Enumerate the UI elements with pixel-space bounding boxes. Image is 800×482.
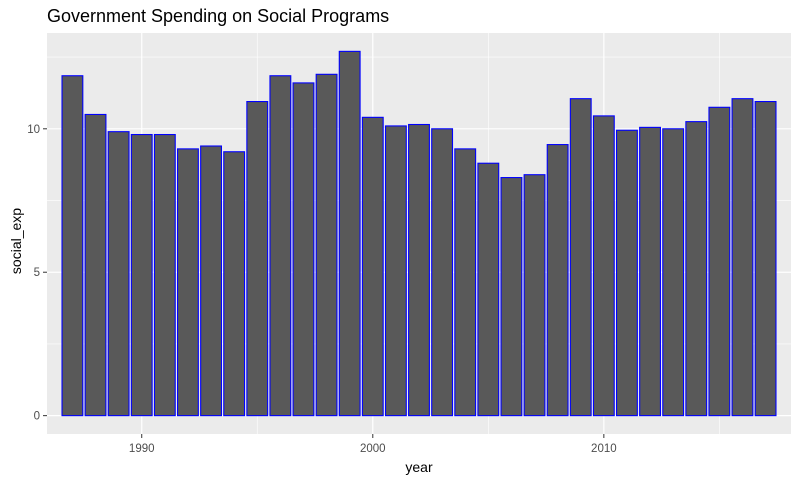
y-tick-label: 0	[34, 411, 40, 423]
bar-1991	[153, 133, 176, 417]
bar-2014	[685, 121, 708, 417]
bar-2009	[569, 98, 592, 417]
bar-2001	[384, 125, 407, 417]
bar-1996	[269, 75, 292, 417]
bar-series	[61, 50, 777, 417]
bar-1992	[176, 148, 199, 417]
bar-2004	[454, 148, 477, 417]
x-tick-label: 2000	[360, 443, 386, 455]
bar-1994	[223, 151, 246, 417]
bar-1989	[107, 131, 130, 417]
bar-2011	[616, 129, 638, 417]
bar-2003	[431, 128, 454, 417]
bar-1997	[292, 82, 315, 417]
bar-1998	[315, 73, 338, 417]
bar-2016	[731, 98, 754, 417]
y-tick-label: 10	[27, 124, 40, 136]
bar-2008	[546, 144, 569, 417]
bar-2006	[500, 177, 523, 417]
bar-2015	[708, 106, 731, 417]
bar-2000	[361, 116, 384, 417]
bar-2002	[408, 123, 430, 417]
bar-1988	[84, 113, 107, 417]
x-axis-ticks: 1990 2000 2010	[129, 434, 617, 455]
y-tick-label: 5	[34, 267, 40, 279]
y-axis-title: social_exp	[8, 208, 24, 274]
y-axis-ticks: 0 5 10	[27, 124, 47, 423]
bar-2017	[754, 101, 777, 417]
bar-1993	[200, 145, 222, 417]
bar-2010	[592, 115, 615, 417]
x-tick-label: 2010	[591, 443, 617, 455]
bar-2012	[639, 126, 662, 417]
bar-2013	[662, 128, 685, 417]
chart-title: Government Spending on Social Programs	[47, 6, 389, 26]
x-tick-label: 1990	[129, 443, 155, 455]
bar-1999	[338, 50, 361, 417]
bar-1995	[246, 101, 269, 417]
bar-2007	[523, 174, 546, 417]
bar-1987	[61, 75, 84, 417]
bar-2005	[477, 162, 500, 417]
x-axis-title: year	[405, 459, 433, 475]
bar-1990	[130, 133, 153, 417]
